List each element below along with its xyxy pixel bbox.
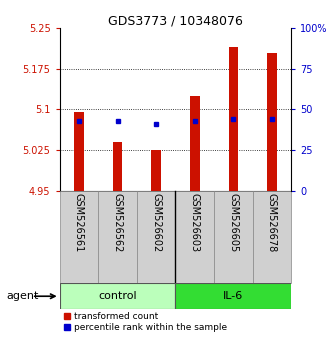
- Text: GSM526561: GSM526561: [74, 193, 84, 252]
- Title: GDS3773 / 10348076: GDS3773 / 10348076: [108, 14, 243, 27]
- Text: control: control: [98, 291, 137, 301]
- Bar: [175, 283, 291, 309]
- Bar: [98, 190, 137, 283]
- Bar: [190, 96, 200, 190]
- Bar: [175, 190, 214, 283]
- Bar: [113, 142, 122, 190]
- Bar: [60, 190, 98, 283]
- Bar: [214, 190, 253, 283]
- Text: GSM526605: GSM526605: [228, 193, 238, 252]
- Bar: [253, 190, 291, 283]
- Text: GSM526562: GSM526562: [113, 193, 122, 253]
- Bar: [74, 112, 84, 190]
- Text: GSM526603: GSM526603: [190, 193, 200, 252]
- Bar: [228, 47, 238, 190]
- Text: agent: agent: [7, 291, 39, 301]
- Bar: [267, 53, 277, 190]
- Text: GSM526602: GSM526602: [151, 193, 161, 252]
- Text: GSM526678: GSM526678: [267, 193, 277, 252]
- Bar: [60, 283, 175, 309]
- Text: IL-6: IL-6: [223, 291, 244, 301]
- Bar: [137, 190, 175, 283]
- Bar: [151, 150, 161, 190]
- Legend: transformed count, percentile rank within the sample: transformed count, percentile rank withi…: [64, 312, 227, 332]
